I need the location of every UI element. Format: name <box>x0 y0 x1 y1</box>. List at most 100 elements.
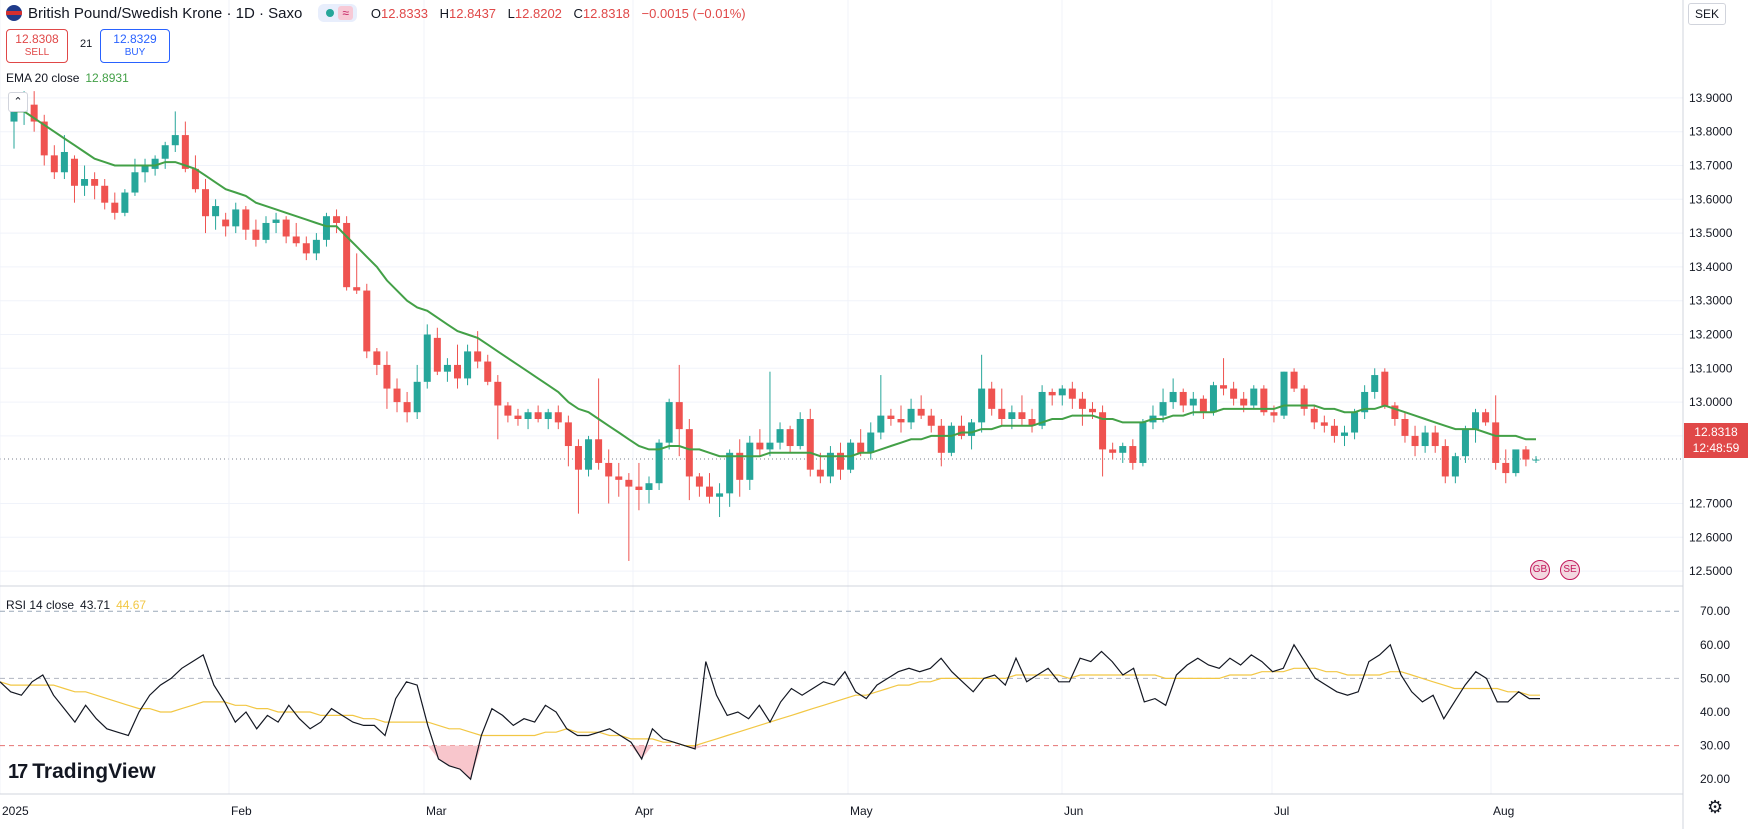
candle-body <box>1028 419 1036 426</box>
candle-body <box>252 229 260 240</box>
settings-gear-icon[interactable]: ⚙ <box>1707 797 1724 817</box>
candle-body <box>1371 375 1379 392</box>
rsi-oversold-fill <box>427 745 706 780</box>
candle-body <box>1199 398 1207 413</box>
last-price-value: 12.8318 <box>1694 425 1738 439</box>
candle-body <box>947 425 955 453</box>
buy-button[interactable]: 12.8329 BUY <box>100 29 170 63</box>
candle-body <box>333 216 341 223</box>
market-open-icon <box>326 9 335 17</box>
sell-button[interactable]: 12.8308 SELL <box>6 29 68 63</box>
rsi-line <box>0 643 1540 781</box>
candle-body <box>1078 398 1086 409</box>
candle-body <box>141 165 149 173</box>
candle-body <box>383 364 391 389</box>
candle-body <box>1109 449 1117 453</box>
candle-body <box>968 422 976 436</box>
candle-body <box>937 425 945 453</box>
candle-body <box>1018 412 1026 419</box>
wave-icon: ≈ <box>338 6 353 20</box>
candle-body <box>897 419 905 423</box>
candle-body <box>242 209 250 230</box>
gbp-sek-flag-icon <box>6 5 22 21</box>
candle-body <box>1411 435 1419 447</box>
buy-label: BUY <box>124 47 146 58</box>
price-tick-label: 13.8000 <box>1689 125 1733 139</box>
rsi-tick-label: 20.00 <box>1700 772 1730 786</box>
tradingview-logo[interactable]: 17 TradingView <box>8 760 156 784</box>
event-marker-gb-icon[interactable]: GB <box>1530 560 1550 580</box>
symbol-title[interactable]: British Pound/Swedish Krone · 1D · Saxo <box>28 4 303 22</box>
candle-body <box>1179 391 1187 406</box>
candle-body <box>40 121 48 156</box>
candle-body <box>1250 388 1258 406</box>
time-tick-label: Jul <box>1274 804 1289 818</box>
candle-body <box>645 483 653 490</box>
candle-body <box>222 219 230 227</box>
candle-body <box>695 476 703 487</box>
collapse-legend-button[interactable]: ⌃ <box>8 92 28 112</box>
candle-body <box>1492 422 1500 463</box>
price-tick-label: 13.5000 <box>1689 226 1733 240</box>
candle-body <box>1139 422 1147 463</box>
candle-body <box>524 412 532 419</box>
rsi-value: 43.71 <box>80 598 111 612</box>
candle-body <box>756 442 764 450</box>
candle-body <box>202 189 210 217</box>
candle-body <box>1502 462 1510 474</box>
candle-body <box>685 429 693 477</box>
candle-body <box>1431 432 1439 447</box>
candle-body <box>30 104 38 122</box>
candle-body <box>1048 391 1056 396</box>
ema-legend[interactable]: EMA 20 close 12.8931 <box>6 71 129 85</box>
candle-body <box>1209 385 1217 413</box>
candles <box>10 91 1540 561</box>
status-pill[interactable]: ≈ <box>318 4 357 22</box>
candle-body <box>705 486 713 497</box>
candle-body <box>1482 412 1490 423</box>
candle-body <box>1260 388 1268 413</box>
candle-body <box>826 452 834 477</box>
candle-body <box>746 442 754 480</box>
rsi-legend[interactable]: RSI 14 close 43.71 44.67 <box>6 598 146 612</box>
candle-body <box>191 168 199 190</box>
ema-line <box>14 110 1536 458</box>
candle-body <box>484 361 492 382</box>
price-tick-label: 13.6000 <box>1689 192 1733 206</box>
candle-body <box>736 452 744 480</box>
rsi-ma-value: 44.67 <box>116 598 147 612</box>
time-tick-label: Mar <box>426 804 447 818</box>
candle-body <box>1421 432 1429 447</box>
time-tick-label: Aug <box>1493 804 1514 818</box>
candle-body <box>1401 419 1409 436</box>
candle-body <box>776 429 784 443</box>
candle-body <box>806 419 814 470</box>
candle-body <box>474 351 482 362</box>
candle-body <box>1220 385 1228 389</box>
candle-body <box>1441 446 1449 477</box>
candle-body <box>504 405 512 416</box>
candle-body <box>101 185 109 203</box>
candle-body <box>907 408 915 423</box>
grid <box>0 0 1683 794</box>
candle-body <box>1089 408 1097 413</box>
candle-body <box>595 439 603 463</box>
candle-body <box>70 158 78 186</box>
candle-body <box>837 452 845 470</box>
candle-body <box>1320 422 1328 426</box>
candle-body <box>1038 391 1046 426</box>
time-tick-label: Jun <box>1064 804 1083 818</box>
candle-body <box>232 209 240 227</box>
candle-body <box>353 287 361 291</box>
candle-body <box>1330 425 1338 436</box>
candle-body <box>322 216 330 240</box>
rsi-tick-label: 50.00 <box>1700 671 1730 685</box>
currency-button[interactable]: SEK <box>1688 3 1726 25</box>
candle-body <box>605 462 613 477</box>
candle-body <box>433 337 441 372</box>
candle-body <box>464 351 472 379</box>
candle-body <box>443 364 451 372</box>
candle-body <box>212 206 220 217</box>
price-tick-label: 12.5000 <box>1689 564 1733 578</box>
event-marker-se-icon[interactable]: SE <box>1560 560 1580 580</box>
